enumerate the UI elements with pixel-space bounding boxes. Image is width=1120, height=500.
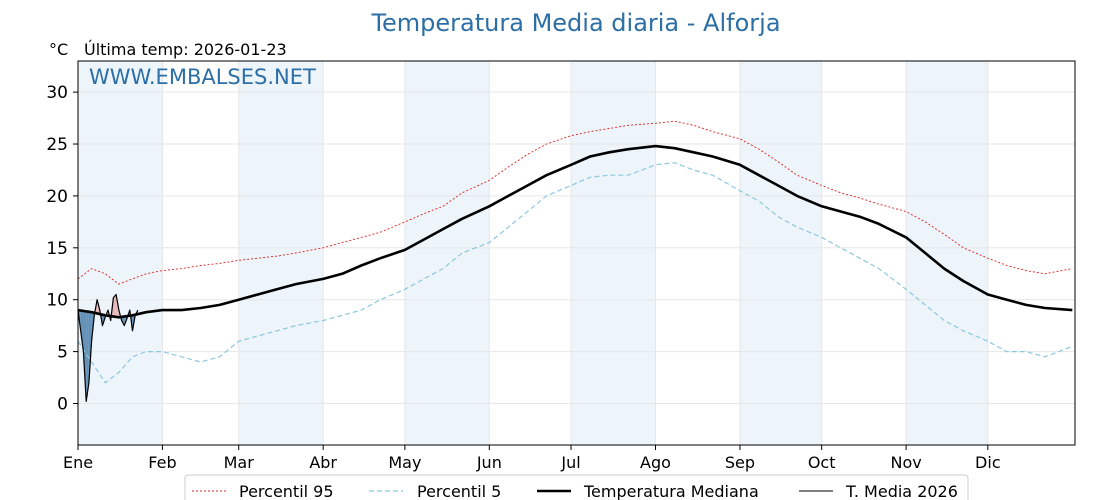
month-band-jul — [571, 61, 656, 445]
y-axis: 0 5 10 15 20 25 30 — [46, 83, 78, 414]
unit-label: °C — [49, 40, 68, 59]
x-tick-label-ene: Ene — [63, 453, 93, 472]
month-band-may — [404, 61, 490, 445]
last-temp-label: Última temp: 2026-01-23 — [84, 40, 287, 59]
month-band-mar — [238, 61, 324, 445]
y-tick-label-0: 0 — [57, 394, 68, 414]
fill-above-segment-15 — [118, 310, 122, 321]
legend: Percentil 95 Percentil 5 Temperatura Med… — [184, 474, 969, 500]
legend-box — [184, 474, 969, 500]
x-tick-label-ago: Ago — [640, 453, 671, 472]
series-line-current — [77, 293, 139, 402]
legend-label-median: Temperatura Mediana — [583, 482, 759, 500]
y-tick-label-25: 25 — [46, 135, 68, 155]
x-tick-label-may: May — [388, 453, 421, 472]
y-tick-label-5: 5 — [57, 343, 68, 363]
series-line-p95 — [77, 120, 1073, 285]
x-tick-label-dic: Dic — [975, 453, 1001, 472]
x-tick-label-abr: Abr — [309, 453, 337, 472]
month-band-ene — [78, 61, 163, 445]
legend-label-p95: Percentil 95 — [239, 482, 334, 500]
fill-below-segment-1 — [80, 310, 84, 352]
y-tick-label-30: 30 — [46, 83, 68, 103]
month-bands — [78, 61, 988, 445]
x-tick-label-oct: Oct — [808, 453, 836, 472]
x-tick-label-mar: Mar — [224, 453, 255, 472]
watermark: WWW.EMBALSES.NET — [89, 65, 316, 89]
y-tick-label-20: 20 — [46, 187, 68, 207]
chart-title: Temperatura Media diaria - Alforja — [370, 9, 780, 37]
legend-label-p5: Percentil 5 — [417, 482, 501, 500]
plot-frame — [77, 60, 1076, 446]
series-lines — [77, 120, 1073, 402]
x-tick-label-nov: Nov — [890, 453, 921, 472]
month-band-nov — [906, 61, 988, 445]
series-line-p5 — [77, 162, 1073, 384]
x-axis: Ene Feb Mar Abr May Jun Jul Ago Sep Oct Nov Dic — [63, 445, 1001, 472]
x-tick-label-sep: Sep — [725, 453, 755, 472]
y-tick-label-15: 15 — [46, 239, 68, 259]
x-tick-label-feb: Feb — [148, 453, 176, 472]
x-tick-label-jun: Jun — [476, 453, 502, 472]
month-band-sep — [739, 61, 822, 445]
grid-lines — [77, 61, 1075, 445]
legend-label-current: T. Media 2026 — [845, 482, 958, 500]
fill-above-segment-13 — [113, 294, 117, 317]
series-line-median — [77, 144, 1073, 319]
y-tick-label-10: 10 — [46, 291, 68, 311]
x-tick-label-jul: Jul — [560, 453, 580, 472]
